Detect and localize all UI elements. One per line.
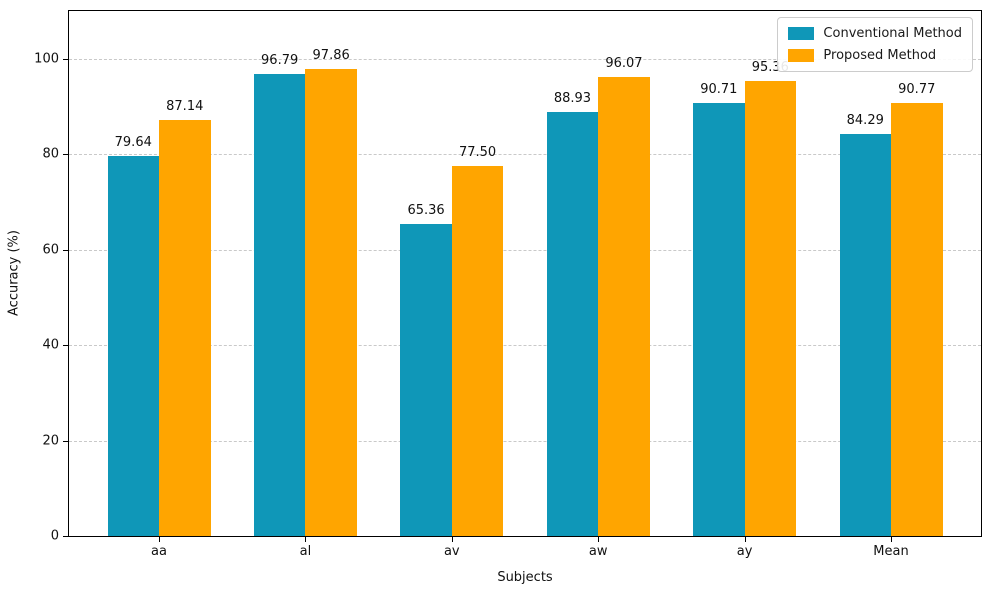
bar-value-label-Mean-proposed: 90.77: [898, 81, 936, 97]
legend-label-conventional: Conventional Method: [823, 26, 962, 41]
bar-value-label-aw-proposed: 96.07: [605, 56, 643, 72]
bar-value-label-Mean-conventional: 84.29: [846, 112, 884, 128]
bar-Mean-proposed: [891, 102, 943, 536]
y-tick-label-80: 80: [42, 146, 59, 162]
bar-ay-conventional: [693, 103, 745, 536]
y-tick-mark-60: [63, 249, 69, 251]
legend-item-conventional: Conventional Method: [788, 26, 962, 41]
y-tick-label-60: 60: [42, 242, 59, 258]
bar-value-label-ay-conventional: 90.71: [700, 82, 738, 98]
bar-aw-conventional: [546, 111, 599, 536]
x-axis-label: Subjects: [497, 570, 553, 585]
x-tick-label-av: av: [443, 544, 460, 559]
bar-al-proposed: [305, 68, 357, 536]
x-tick-mark-al: [305, 536, 307, 542]
x-tick-label-al: al: [299, 544, 312, 559]
y-axis-label: Accuracy (%): [6, 230, 22, 316]
x-tick-label-Mean: Mean: [873, 544, 909, 559]
bar-al-conventional: [253, 74, 306, 536]
y-tick-mark-40: [63, 345, 69, 347]
bar-av-conventional: [400, 224, 452, 536]
gridline-y-60: [69, 249, 981, 251]
bar-value-label-aa-conventional: 79.64: [114, 134, 152, 150]
y-tick-label-100: 100: [34, 51, 59, 67]
legend: Conventional Method Proposed Method: [777, 17, 973, 72]
y-tick-label-0: 0: [50, 528, 59, 544]
x-tick-label-aa: aa: [151, 544, 167, 559]
legend-item-proposed: Proposed Method: [788, 48, 962, 63]
plot-area: Conventional Method Proposed Method 0 20 4…: [34, 10, 982, 559]
x-tick-mark-aa: [159, 536, 160, 542]
y-tick-mark-0: [63, 536, 69, 537]
bar-value-label-al-conventional: 96.79: [261, 53, 299, 69]
gridline-y-80: [69, 154, 981, 156]
bar-value-label-aa-proposed: 87.14: [166, 99, 204, 115]
x-tick-mark-ay: [744, 536, 746, 542]
y-tick-label-20: 20: [42, 433, 59, 449]
x-tick-mark-av: [451, 536, 453, 542]
gridline-y-100: [69, 58, 981, 60]
gridline-y-20: [69, 440, 981, 442]
gridline-y-40: [69, 345, 981, 347]
bar-value-label-av-conventional: 65.36: [407, 203, 445, 219]
y-tick-mark-80: [63, 154, 69, 156]
bar-value-label-al-proposed: 97.86: [312, 47, 350, 63]
bar-aw-proposed: [598, 77, 650, 536]
legend-swatch-conventional: [788, 27, 815, 40]
bar-aa-conventional: [107, 155, 159, 536]
bar-value-label-aw-conventional: 88.93: [553, 90, 592, 106]
x-tick-mark-aw: [598, 536, 600, 542]
bar-aa-proposed: [159, 120, 211, 536]
y-tick-mark-100: [63, 58, 69, 60]
bar-ay-proposed: [744, 80, 797, 536]
legend-swatch-proposed: [788, 49, 815, 62]
bar-Mean-conventional: [839, 133, 891, 536]
x-tick-mark-Mean: [891, 536, 892, 542]
y-tick-label-40: 40: [42, 337, 59, 353]
legend-label-proposed: Proposed Method: [823, 48, 937, 63]
y-tick-mark-20: [63, 440, 69, 442]
x-tick-label-ay: ay: [736, 544, 753, 559]
bar-av-proposed: [451, 166, 504, 536]
x-tick-label-aw: aw: [588, 544, 608, 559]
bar-value-label-av-proposed: 77.50: [458, 145, 497, 161]
